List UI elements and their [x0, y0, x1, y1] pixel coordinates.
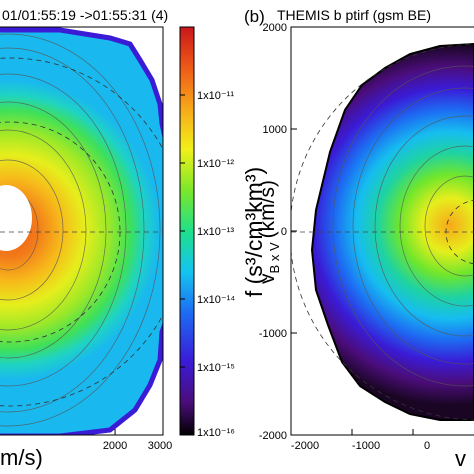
- svg-text:vB x V(km/s): vB x V (km/s): [256, 180, 282, 284]
- panel-a-frame: [0, 26, 164, 436]
- colorbar-tick-label: 1x10⁻¹⁶: [197, 427, 235, 439]
- panel-b-x-tick-label: -2000: [291, 440, 319, 452]
- panel-b-title: THEMIS b ptirf (gsm BE): [277, 7, 431, 23]
- colorbar-tick-label: 1x10⁻¹¹: [197, 90, 234, 102]
- panel-b-y-tick-label: 2000: [263, 22, 287, 34]
- panel-b: (b) THEMIS b ptirf (gsm BE) 2000 1000 0 -10…: [244, 7, 474, 471]
- panel-a-core-hole: [0, 185, 32, 251]
- colorbar: 1x10⁻¹¹ 1x10⁻¹² 1x10⁻¹³ 1x10⁻¹⁴ 1x10⁻¹⁵ 1x10⁻…: [179, 26, 267, 439]
- panel-a-x-tick-label: 3000: [148, 440, 172, 452]
- panel-b-x-tick-label: -1000: [352, 440, 380, 452]
- panel-b-y-tick-label: 0: [281, 226, 287, 238]
- colorbar-tick-label: 1x10⁻¹⁵: [197, 362, 235, 374]
- panel-a-x-label: m/s): [0, 445, 43, 470]
- panel-b-y-tick-label: 1000: [263, 124, 287, 136]
- panel-a-contours: [0, 33, 161, 427]
- panel-a-x-tick-label: 2000: [103, 440, 127, 452]
- colorbar-tick-label: 1x10⁻¹⁴: [197, 294, 235, 306]
- panel-b-x-axis: -2000 -1000 0: [290, 429, 430, 452]
- panel-a-reference-circle-outer: [0, 57, 163, 407]
- panel-b-y-label-unit: (km/s): [256, 180, 279, 238]
- panel-b-y-tick-label: -1000: [259, 328, 287, 340]
- panel-b-y-tick-label: -2000: [259, 430, 287, 442]
- panel-a: 2000 3000 01/01:55:19 ->01:55:31 (4) m/s): [0, 7, 172, 470]
- panel-b-contours: [332, 65, 474, 387]
- colorbar-label: f (s³/cm³km³): [241, 167, 267, 297]
- panel-b-x-tick-label: 0: [424, 440, 430, 452]
- panel-b-y-label-main: v: [256, 273, 279, 284]
- panel-a-title: 01/01:55:19 ->01:55:31 (4): [2, 7, 168, 23]
- panel-b-y-label-sub: B x V: [267, 242, 282, 273]
- panel-b-y-label: vB x V (km/s): [256, 180, 282, 284]
- panel-a-x-axis: 2000 3000: [103, 429, 172, 452]
- panel-b-x-label: v: [455, 446, 466, 471]
- colorbar-tick-label: 1x10⁻¹³: [197, 226, 234, 238]
- panel-b-y-axis: 2000 1000 0 -1000 -2000: [259, 22, 297, 442]
- panel-b-letter: (b): [244, 7, 265, 26]
- colorbar-ticks: 1x10⁻¹¹ 1x10⁻¹² 1x10⁻¹³ 1x10⁻¹⁴ 1x10⁻¹⁵ 1x10⁻…: [180, 90, 235, 439]
- colorbar-tick-label: 1x10⁻¹²: [197, 158, 234, 170]
